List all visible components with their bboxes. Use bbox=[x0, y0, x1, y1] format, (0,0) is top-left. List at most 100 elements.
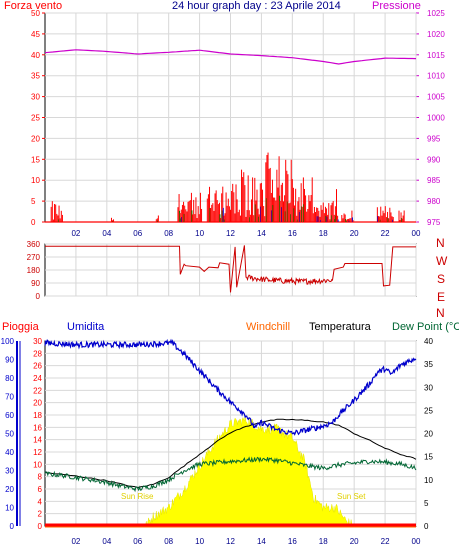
rain-tick-label: 0 bbox=[38, 522, 43, 531]
rain-tick-label: 12 bbox=[33, 448, 42, 457]
wind-x-tick-label: 16 bbox=[288, 229, 297, 238]
direction-tick-label: 90 bbox=[31, 279, 40, 288]
rain-tick-label: 8 bbox=[38, 473, 43, 482]
wind-x-tick-label: 12 bbox=[226, 229, 235, 238]
humidity-tick-label: 0 bbox=[10, 522, 15, 531]
temperature-tick-label: 40 bbox=[424, 337, 433, 346]
humidity-tick-label: 70 bbox=[5, 393, 14, 402]
legend-pioggia: Pioggia bbox=[2, 321, 39, 333]
wind-x-tick-label: 10 bbox=[195, 229, 204, 238]
rain-tick-label: 24 bbox=[33, 374, 42, 383]
thermo-x-tick-label: 04 bbox=[102, 537, 111, 546]
pressure-tick-label: 990 bbox=[427, 155, 441, 164]
thermo-x-tick-label: 10 bbox=[195, 537, 204, 546]
wind-x-tick-label: 20 bbox=[350, 229, 359, 238]
wind-x-tick-label: 06 bbox=[133, 229, 142, 238]
wind-tick-label: 20 bbox=[31, 134, 40, 143]
wind-tick-label: 0 bbox=[31, 218, 36, 227]
wind-x-tick-label: 22 bbox=[381, 229, 390, 238]
direction-tick-label: 180 bbox=[27, 266, 41, 275]
wind-direction-line bbox=[45, 245, 416, 293]
thermo-x-tick-label: 20 bbox=[350, 537, 359, 546]
humidity-tick-label: 10 bbox=[5, 504, 14, 513]
wind-tick-label: 30 bbox=[31, 93, 40, 102]
humidity-tick-label: 20 bbox=[5, 485, 14, 494]
rain-tick-label: 28 bbox=[33, 349, 42, 358]
wind-x-tick-label: 04 bbox=[102, 229, 111, 238]
dewpoint-line bbox=[44, 456, 417, 493]
legend-temperatura: Temperatura bbox=[309, 321, 371, 333]
temperature-line bbox=[44, 418, 417, 489]
thermo-x-tick-label: 02 bbox=[71, 537, 80, 546]
direction-tick-label: 0 bbox=[36, 292, 41, 301]
temperature-tick-label: 5 bbox=[424, 499, 429, 508]
compass-n-bottom: N bbox=[436, 306, 445, 320]
rain-tick-label: 10 bbox=[33, 460, 42, 469]
humidity-tick-label: 90 bbox=[5, 356, 14, 365]
temperature-tick-label: 15 bbox=[424, 453, 433, 462]
rain-tick-label: 26 bbox=[33, 362, 42, 371]
pressure-tick-label: 1000 bbox=[427, 114, 445, 123]
thermo-x-tick-label: 08 bbox=[164, 537, 173, 546]
legend-umidita: Umidita bbox=[67, 321, 105, 333]
rain-tick-label: 30 bbox=[33, 337, 42, 346]
thermo-x-tick-label: 14 bbox=[257, 537, 266, 546]
rain-tick-label: 6 bbox=[38, 485, 43, 494]
pressure-tick-label: 1015 bbox=[427, 51, 445, 60]
temperature-tick-label: 35 bbox=[424, 360, 433, 369]
sunset-label: Sun Set bbox=[337, 492, 366, 501]
pressure-tick-label: 995 bbox=[427, 134, 441, 143]
compass-s: S bbox=[437, 272, 446, 286]
pressure-tick-label: 1020 bbox=[427, 30, 445, 39]
wind-x-tick-label: 08 bbox=[164, 229, 173, 238]
humidity-tick-label: 100 bbox=[1, 337, 15, 346]
rain-tick-label: 14 bbox=[33, 436, 42, 445]
wind-tick-label: 25 bbox=[31, 114, 40, 123]
rain-tick-label: 20 bbox=[33, 399, 42, 408]
humidity-line bbox=[44, 338, 417, 436]
thermo-x-tick-label: 18 bbox=[319, 537, 328, 546]
humidity-tick-label: 60 bbox=[5, 411, 14, 420]
temperature-tick-label: 0 bbox=[424, 522, 429, 531]
rain-tick-label: 18 bbox=[33, 411, 42, 420]
thermo-x-tick-label: 00 bbox=[412, 537, 421, 546]
rain-tick-label: 4 bbox=[38, 497, 43, 506]
pressure-tick-label: 975 bbox=[427, 218, 441, 227]
wind-x-tick-label: 00 bbox=[412, 229, 421, 238]
pressure-tick-label: 1025 bbox=[427, 9, 445, 18]
temperature-tick-label: 30 bbox=[424, 383, 433, 392]
thermo-x-tick-label: 12 bbox=[226, 537, 235, 546]
thermo-x-tick-label: 06 bbox=[133, 537, 142, 546]
pressure-tick-label: 985 bbox=[427, 176, 441, 185]
temperature-tick-label: 10 bbox=[424, 476, 433, 485]
direction-tick-label: 360 bbox=[27, 240, 41, 249]
rain-tick-label: 2 bbox=[38, 510, 43, 519]
page-title: 24 hour graph day : 23 Aprile 2014 bbox=[172, 0, 341, 12]
legend-dewpoint: Dew Point (°C bbox=[392, 321, 459, 333]
wind-tick-label: 40 bbox=[31, 51, 40, 60]
sunrise-label: Sun Rise bbox=[121, 492, 154, 501]
pressure-tick-label: 1005 bbox=[427, 93, 445, 102]
wind-axis-title: Forza vento bbox=[4, 0, 63, 12]
direction-tick-label: 270 bbox=[27, 253, 41, 262]
pressure-axis-title: Pressione bbox=[372, 0, 421, 12]
thermo-x-tick-label: 22 bbox=[381, 537, 390, 546]
humidity-tick-label: 30 bbox=[5, 467, 14, 476]
pressure-tick-label: 1010 bbox=[427, 72, 445, 81]
wind-x-tick-label: 14 bbox=[257, 229, 266, 238]
legend-windchill: Windchill bbox=[246, 321, 291, 333]
compass-w: W bbox=[436, 254, 448, 268]
temperature-tick-label: 25 bbox=[424, 406, 433, 415]
compass-e: E bbox=[437, 290, 446, 304]
rain-tick-label: 16 bbox=[33, 423, 42, 432]
wind-tick-label: 35 bbox=[31, 72, 40, 81]
humidity-tick-label: 80 bbox=[5, 374, 14, 383]
wind-tick-label: 15 bbox=[31, 155, 40, 164]
compass-n-top: N bbox=[436, 236, 445, 250]
humidity-tick-label: 40 bbox=[5, 448, 14, 457]
wind-tick-label: 50 bbox=[31, 9, 40, 18]
wind-x-tick-label: 02 bbox=[71, 229, 80, 238]
humidity-tick-label: 50 bbox=[5, 430, 14, 439]
temperature-tick-label: 20 bbox=[424, 430, 433, 439]
